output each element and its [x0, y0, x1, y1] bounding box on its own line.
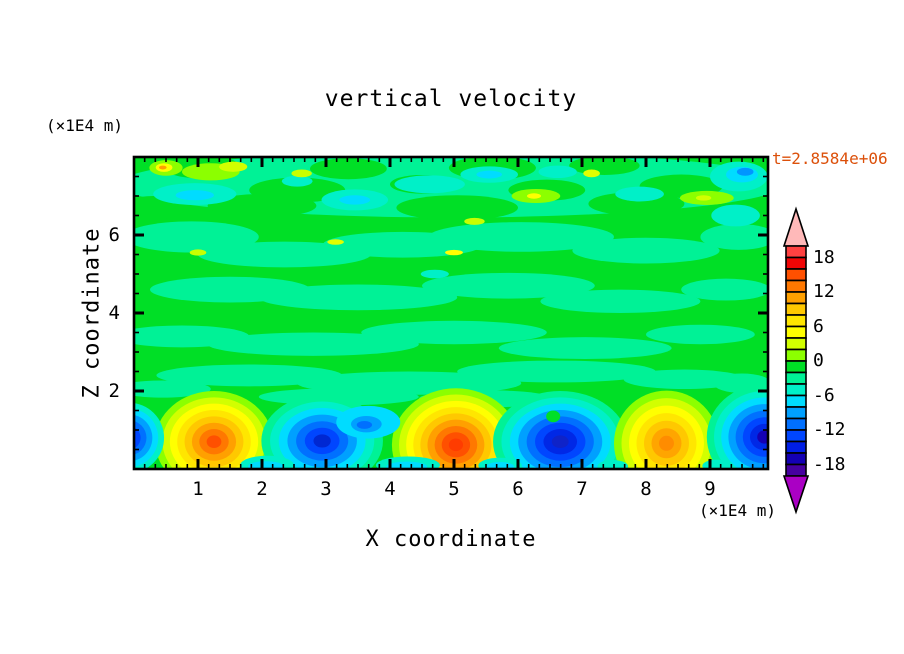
colorbar-over-arrow: [782, 206, 810, 247]
chart-title: vertical velocity: [324, 86, 578, 112]
colorbar-under-arrow: [782, 475, 810, 515]
contour-field: [134, 157, 768, 469]
x-axis-units: (×1E4 m): [698, 501, 776, 520]
axis-ticks: [134, 157, 768, 469]
time-annotation: t=2.8584e+06: [772, 149, 888, 168]
colorbar: [782, 206, 810, 515]
y-axis-units: (×1E4 m): [46, 116, 124, 135]
x-axis-label: X coordinate: [365, 527, 537, 552]
